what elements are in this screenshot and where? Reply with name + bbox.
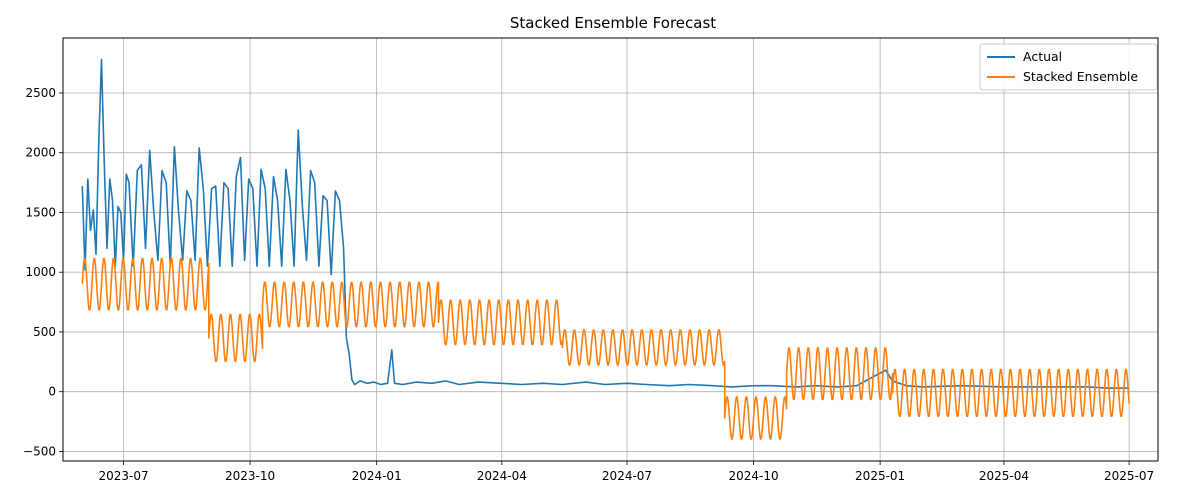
x-tick-label: 2025-01 [855, 469, 905, 483]
series-line-actual [81, 58, 1130, 389]
y-tick-label: 1500 [25, 205, 56, 219]
y-tick-label: 500 [33, 325, 56, 339]
y-tick-label: 0 [48, 385, 56, 399]
chart-title: Stacked Ensemble Forecast [510, 14, 716, 32]
x-tick-label: 2024-10 [728, 469, 778, 483]
legend-label-stacked-ensemble: Stacked Ensemble [1023, 69, 1138, 84]
x-tick-label: 2025-07 [1104, 469, 1154, 483]
series-layer [81, 58, 1130, 440]
y-axis: −500 0 500 1000 1500 2000 2500 [23, 86, 63, 458]
x-tick-label: 2024-07 [602, 469, 652, 483]
plot-frame [62, 37, 1159, 462]
legend-box [979, 43, 1158, 91]
series-line-stacked-ensemble [81, 257, 1130, 440]
x-tick-label: 2024-01 [352, 469, 402, 483]
x-axis: 2023-07 2023-10 2024-01 2024-04 2024-07 2024-… [98, 461, 1154, 483]
legend: Actual Stacked Ensemble [979, 43, 1158, 91]
y-tick-label: −500 [23, 444, 56, 458]
x-tick-label: 2023-10 [225, 469, 275, 483]
y-tick-label: 2500 [25, 86, 56, 100]
x-tick-label: 2025-04 [979, 469, 1029, 483]
y-tick-label: 1000 [25, 265, 56, 279]
legend-label-actual: Actual [1023, 49, 1062, 64]
x-tick-label: 2024-04 [477, 469, 527, 483]
grid-layer [63, 38, 1158, 461]
y-tick-label: 2000 [25, 146, 56, 160]
x-tick-label: 2023-07 [98, 469, 148, 483]
